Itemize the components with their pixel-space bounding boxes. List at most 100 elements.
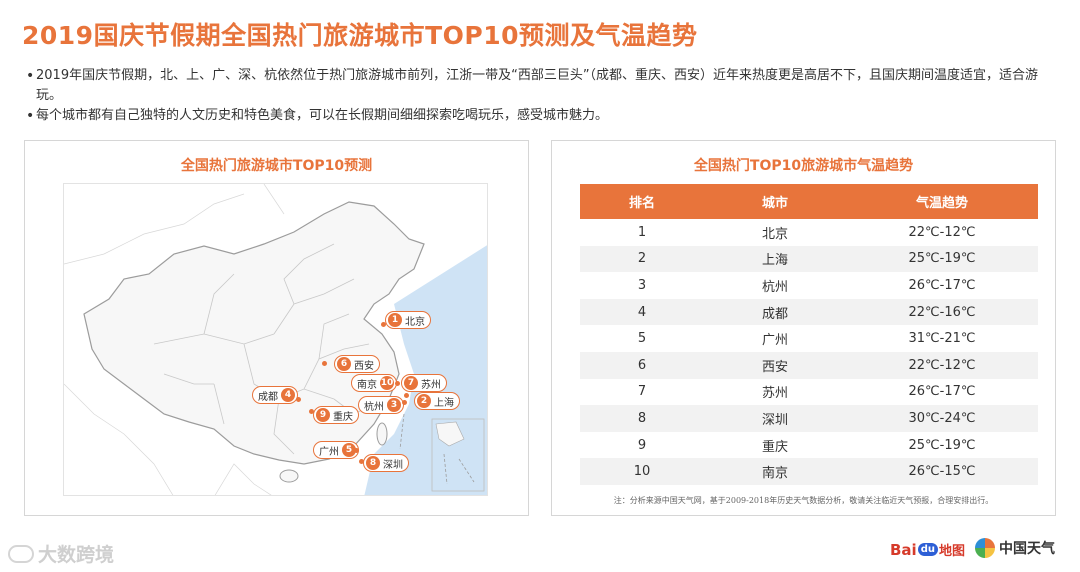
marker-city: 重庆	[333, 411, 353, 423]
column-header-rank: 排名	[628, 196, 655, 211]
bullet-text: 每个城市都有自己独特的人文历史和特色美食，可以在长假期间细细探索吃喝玩乐，感受城…	[36, 108, 609, 123]
map-marker-xian: 6 西安	[334, 355, 380, 373]
cell-temp: 26℃-17℃	[908, 384, 976, 400]
china-weather-logo-text: 中国天气	[999, 541, 1055, 557]
map-card-title: 全国热门旅游城市TOP10预测	[180, 158, 373, 174]
cell-city: 重庆	[761, 439, 788, 455]
marker-rank: 7	[404, 376, 418, 390]
column-header-city: 城市	[761, 196, 788, 211]
city-dot-shenzhen	[359, 459, 364, 464]
map-marker-hangzhou: 杭州 3	[358, 396, 404, 414]
map-marker-nanjing: 南京 10	[351, 374, 397, 392]
map-card: 全国热门旅游城市TOP10预测	[24, 140, 529, 516]
map-marker-guangzhou: 广州 5	[313, 441, 359, 459]
table-body: 1 北京 22℃-12℃ 2 上海 25℃-19℃ 3 杭州 26℃-17℃ 4…	[580, 219, 1038, 485]
city-dot-beijing	[381, 322, 386, 327]
table-row: 4 成都 22℃-16℃	[580, 298, 1038, 326]
city-dot-hangzhou	[402, 400, 407, 405]
marker-city: 北京	[405, 316, 425, 328]
cell-city: 上海	[761, 253, 788, 269]
baidu-paw-icon: du	[917, 543, 938, 556]
map-marker-chengdu: 成都 4	[252, 386, 298, 404]
table-card-title: 全国热门TOP10旅游城市气温趋势	[693, 158, 914, 174]
page-title: 2019国庆节假期全国热门旅游城市TOP10预测及气温趋势	[22, 21, 698, 50]
column-header-temp: 气温趋势	[915, 196, 968, 211]
table-row: 6 西安 22℃-12℃	[580, 351, 1038, 379]
marker-rank: 9	[316, 408, 330, 422]
cell-temp: 30℃-24℃	[908, 410, 976, 426]
baidu-logo-part3: 地图	[938, 544, 965, 559]
marker-city: 广州	[319, 446, 339, 458]
temperature-table: 排名 城市 气温趋势 1 北京 22℃-12℃ 2 上海 25℃-19℃ 3 杭…	[580, 184, 1038, 485]
cell-rank: 8	[637, 410, 647, 426]
cell-temp: 22℃-12℃	[908, 224, 976, 240]
cell-rank: 6	[637, 357, 647, 373]
baidu-map-logo: Bai du 地图	[890, 540, 965, 560]
cell-city: 南京	[761, 466, 788, 482]
watermark-text: 大数跨境	[38, 544, 115, 566]
cell-temp: 31℃-21℃	[908, 331, 976, 347]
marker-rank: 5	[342, 443, 356, 457]
cell-city: 西安	[761, 359, 788, 375]
marker-city: 西安	[354, 360, 374, 372]
city-dot-chongqing	[309, 409, 314, 414]
china-weather-logo: 中国天气	[975, 538, 1055, 558]
bullet-text: 2019年国庆节假期，北、上、广、深、杭依然位于热门旅游城市前列，江浙一带及“西…	[36, 68, 1039, 103]
marker-city: 深圳	[383, 459, 403, 471]
cell-rank: 2	[637, 251, 647, 267]
bullet-item: • 每个城市都有自己独特的人文历史和特色美食，可以在长假期间细细探索吃喝玩乐，感…	[26, 106, 1056, 126]
table-row: 2 上海 25℃-19℃	[580, 245, 1038, 273]
marker-rank: 2	[417, 394, 431, 408]
temperature-card: 全国热门TOP10旅游城市气温趋势 排名 城市 气温趋势 1 北京 22℃-12…	[551, 140, 1056, 516]
marker-rank: 3	[387, 398, 401, 412]
map-marker-beijing: 1 北京	[385, 311, 431, 329]
watermark: 大数跨境	[8, 540, 114, 567]
cell-rank: 10	[633, 464, 651, 480]
marker-city: 上海	[434, 397, 454, 409]
city-dot-chengdu	[296, 397, 301, 402]
bullet-item: • 2019年国庆节假期，北、上、广、深、杭依然位于热门旅游城市前列，江浙一带及…	[26, 66, 1056, 106]
map-marker-shanghai: 2 上海	[414, 392, 460, 410]
cell-temp: 26℃-15℃	[908, 464, 976, 480]
cell-rank: 4	[637, 304, 647, 320]
table-row: 9 重庆 25℃-19℃	[580, 431, 1038, 459]
cell-temp: 22℃-16℃	[908, 304, 976, 320]
hainan-island	[279, 469, 299, 483]
cell-rank: 3	[637, 277, 647, 293]
marker-rank: 10	[380, 376, 394, 390]
marker-city: 杭州	[364, 401, 384, 413]
bullet-dot-icon: •	[26, 68, 35, 84]
summary-bullets: • 2019年国庆节假期，北、上、广、深、杭依然位于热门旅游城市前列，江浙一带及…	[26, 66, 1056, 126]
bullet-dot-icon: •	[26, 108, 35, 124]
table-row: 5 广州 31℃-21℃	[580, 325, 1038, 352]
marker-city: 苏州	[421, 379, 441, 391]
cell-city: 杭州	[761, 279, 788, 295]
cell-city: 北京	[761, 226, 788, 242]
source-note: 注：分析来源中国天气网，基于2009-2018年历史天气数据分析，敬请关注临近天…	[613, 496, 994, 505]
city-dot-guangzhou	[354, 448, 359, 453]
marker-city: 成都	[258, 391, 278, 403]
city-dot-shanghai	[404, 393, 409, 398]
cell-temp: 25℃-19℃	[908, 251, 976, 267]
marker-rank: 1	[388, 313, 402, 327]
map-marker-chongqing: 9 重庆	[313, 406, 359, 424]
china-map-graphic	[64, 184, 487, 495]
table-row: 8 深圳 30℃-24℃	[580, 405, 1038, 432]
city-dot-nanjing	[395, 381, 400, 386]
china-outline	[83, 201, 425, 465]
taiwan-island	[376, 422, 388, 446]
watermark-logo-icon	[8, 544, 34, 563]
table-row: 7 苏州 26℃-17℃	[580, 378, 1038, 406]
map-marker-suzhou: 7 苏州	[401, 374, 447, 392]
table-row: 1 北京 22℃-12℃	[580, 219, 1038, 246]
cell-city: 广州	[761, 333, 788, 349]
map-marker-shenzhen: 8 深圳	[363, 454, 409, 472]
cell-rank: 1	[637, 224, 647, 240]
cell-temp: 26℃-17℃	[908, 277, 976, 293]
cell-temp: 22℃-12℃	[908, 357, 976, 373]
marker-rank: 4	[281, 388, 295, 402]
marker-rank: 8	[366, 456, 380, 470]
cell-city: 苏州	[761, 386, 788, 402]
cell-city: 深圳	[761, 412, 788, 428]
cell-rank: 5	[637, 331, 647, 347]
